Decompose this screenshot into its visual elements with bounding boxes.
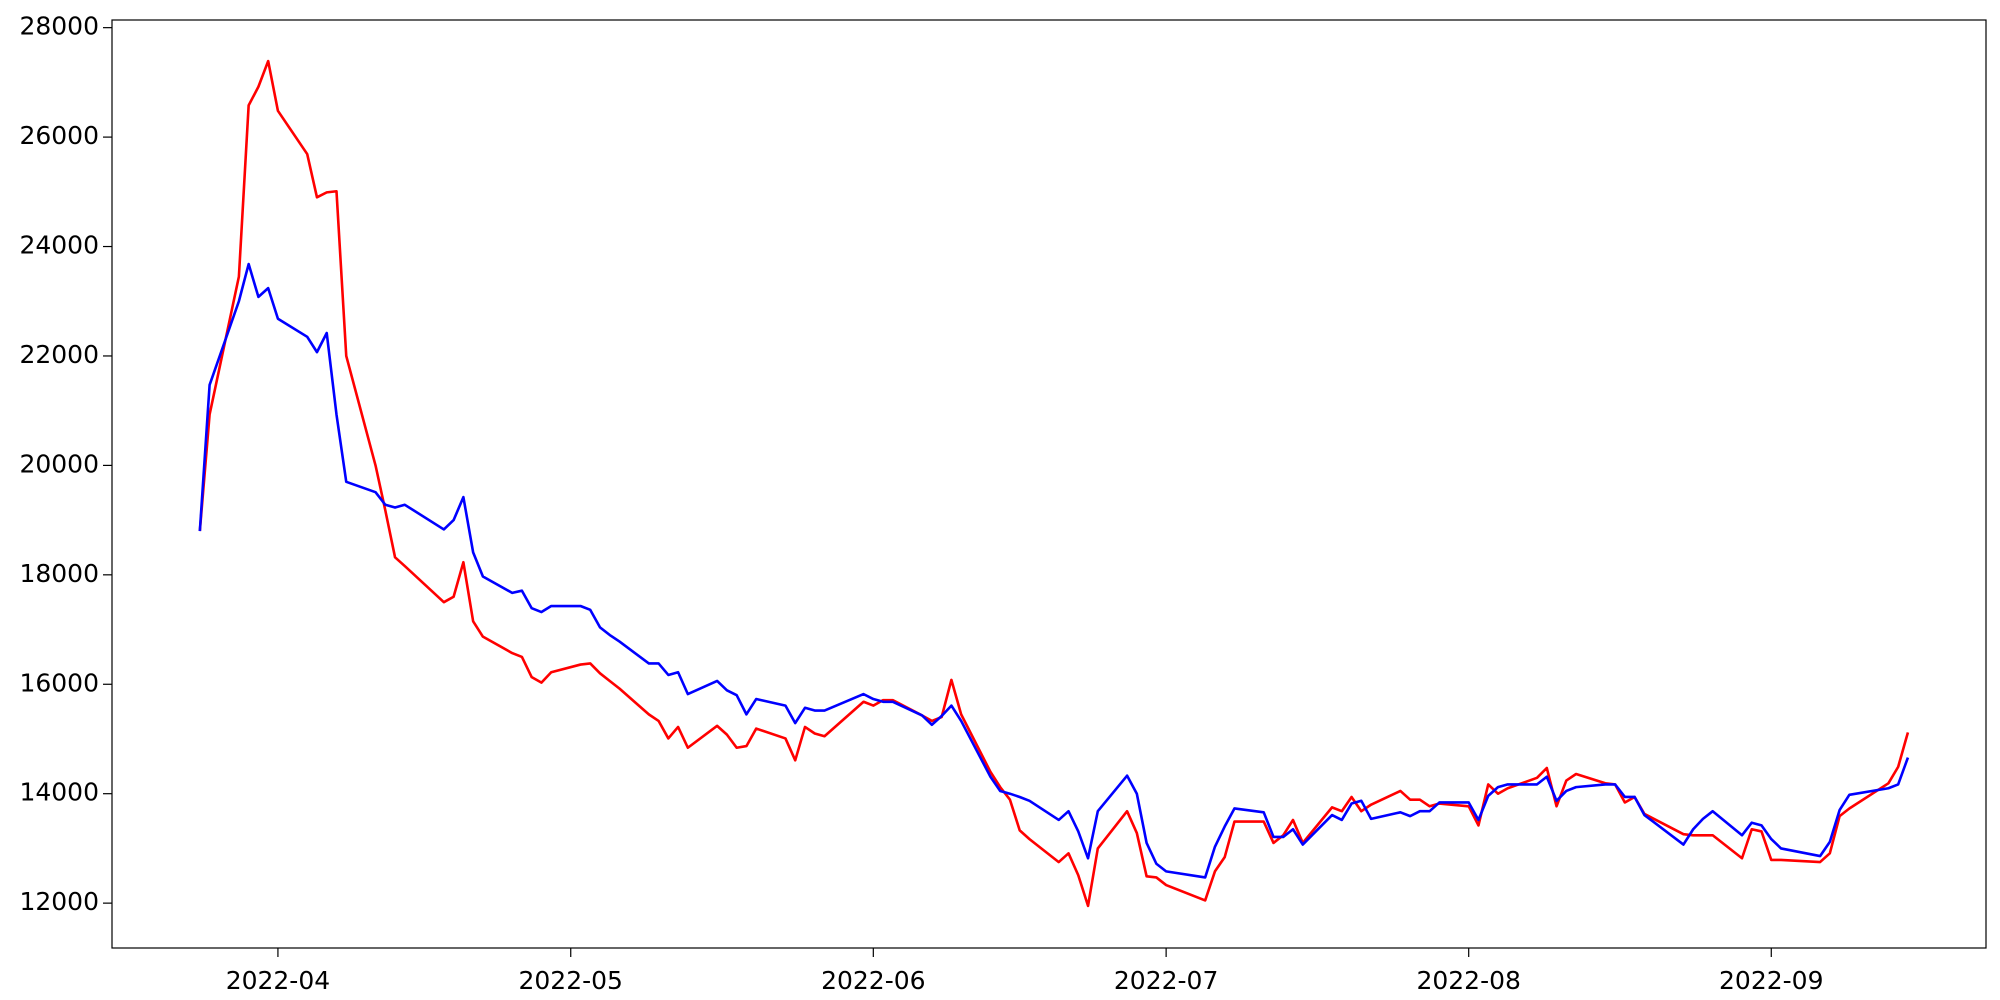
y-tick-label: 24000 [19, 231, 99, 260]
x-tick-label: 2022-09 [1719, 966, 1823, 995]
y-tick-label: 12000 [19, 887, 99, 916]
y-tick-label: 28000 [19, 12, 99, 41]
x-tick-label: 2022-06 [821, 966, 925, 995]
plot-area [112, 20, 1986, 948]
x-tick-label: 2022-07 [1114, 966, 1218, 995]
y-tick-label: 16000 [19, 668, 99, 697]
y-tick-label: 26000 [19, 121, 99, 150]
y-tick-label: 22000 [19, 340, 99, 369]
plot-frame [111, 19, 1987, 949]
x-tick-label: 2022-05 [519, 966, 623, 995]
y-tick-label: 14000 [19, 778, 99, 807]
x-tick-label: 2022-08 [1416, 966, 1520, 995]
y-tick-label: 18000 [19, 559, 99, 588]
x-tick-label: 2022-04 [226, 966, 330, 995]
y-tick-label: 20000 [19, 449, 99, 478]
series-line [198, 262, 1910, 879]
